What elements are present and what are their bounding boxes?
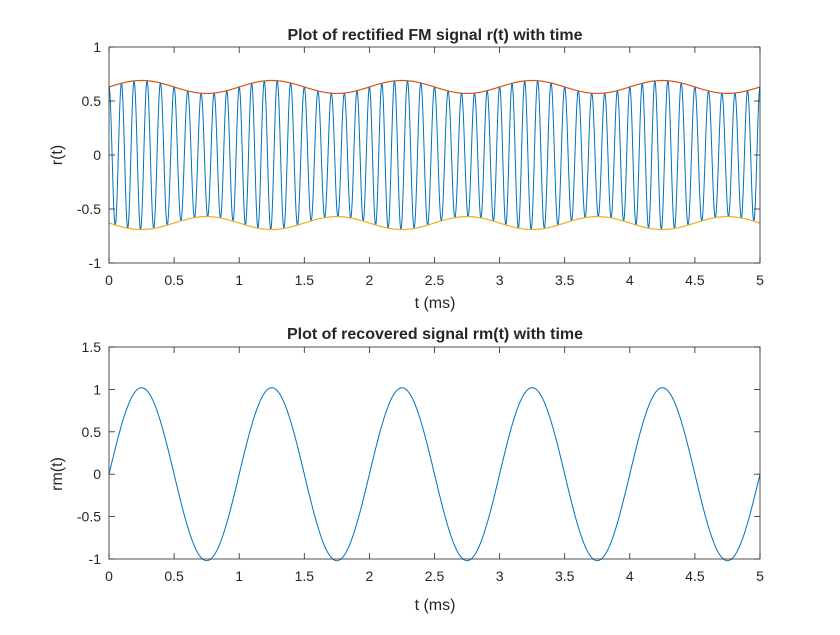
x-axis-label: t (ms) (415, 295, 456, 312)
x-tick-label: 2.5 (425, 568, 445, 584)
x-axis-label: t (ms) (415, 597, 456, 614)
x-tick-label: 5 (756, 568, 764, 584)
y-tick-label: 0.5 (82, 93, 102, 109)
x-tick-label: 0 (105, 568, 113, 584)
x-tick-label: 3 (496, 272, 504, 288)
axes-box (108, 46, 761, 264)
x-tick-label: 0.5 (164, 272, 184, 288)
x-tick-label: 2 (366, 272, 374, 288)
plot-area: 0 0.5 1 1.5 2 2.5 3 3.5 4 4.5 5 -1 -0.5 0 0.5 1 (77, 39, 764, 288)
subplot-rectified-fm: Plot of rectified FM signal r(t) with ti… (49, 27, 764, 312)
y-axis-label: r(t) (49, 145, 66, 165)
x-tick-label: 4 (626, 568, 634, 584)
y-tick-label: -1 (89, 551, 102, 567)
x-tick-label: 4.5 (685, 272, 705, 288)
plot-area: 0 0.5 1 1.5 2 2.5 3 3.5 4 4.5 5 -1 -0.5 0 0.5 1 1.5 (77, 339, 764, 584)
subplot-title: Plot of recovered signal rm(t) with time (287, 326, 583, 343)
series-line-lower-envelope (108, 215, 761, 231)
x-tick-label: 2 (366, 568, 374, 584)
subplot-title: Plot of rectified FM signal r(t) with ti… (287, 27, 582, 44)
y-axis-label: rm(t) (49, 457, 66, 491)
y-tick-label: 1 (93, 381, 101, 397)
x-tick-label: 1.5 (295, 272, 315, 288)
x-tick-label: 3.5 (555, 272, 575, 288)
x-tick-label: 0.5 (164, 568, 184, 584)
x-tick-label: 2.5 (425, 272, 445, 288)
x-tick-label: 4 (626, 272, 634, 288)
x-tick-label: 1.5 (295, 568, 315, 584)
series-line-upper-envelope (108, 79, 761, 95)
y-tick-label: 1.5 (82, 339, 102, 355)
y-tick-label: -0.5 (77, 509, 101, 525)
y-tick-label: -0.5 (77, 201, 101, 217)
y-tick-label: 0 (93, 466, 101, 482)
subplot-recovered-signal: Plot of recovered signal rm(t) with time… (49, 326, 764, 614)
x-tick-label: 1 (235, 272, 243, 288)
x-tick-label: 3 (496, 568, 504, 584)
y-tick-label: 0 (93, 147, 101, 163)
y-tick-label: -1 (89, 255, 102, 271)
y-tick-label: 0.5 (82, 424, 102, 440)
axes-box (108, 346, 761, 560)
x-tick-label: 3.5 (555, 568, 575, 584)
x-tick-label: 1 (235, 568, 243, 584)
x-tick-label: 4.5 (685, 568, 705, 584)
x-tick-label: 5 (756, 272, 764, 288)
y-tick-label: 1 (93, 39, 101, 55)
series-line-recovered (108, 387, 761, 562)
x-tick-label: 0 (105, 272, 113, 288)
series-line-signal (108, 80, 761, 231)
